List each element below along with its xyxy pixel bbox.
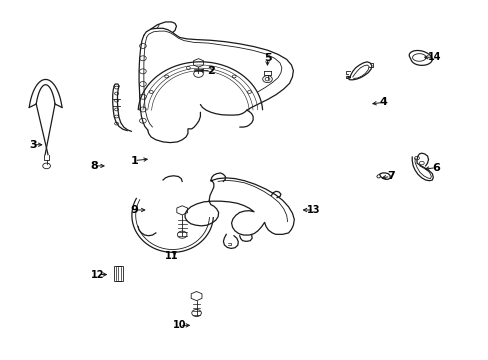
Text: 7: 7 xyxy=(386,171,394,181)
Text: 1: 1 xyxy=(130,156,138,166)
Text: 6: 6 xyxy=(431,163,439,173)
Text: 3: 3 xyxy=(29,140,37,150)
Text: 4: 4 xyxy=(379,98,386,107)
Text: 9: 9 xyxy=(130,205,138,215)
Text: 10: 10 xyxy=(173,320,186,330)
Text: 14: 14 xyxy=(427,52,440,62)
Text: 5: 5 xyxy=(263,53,271,63)
Text: 11: 11 xyxy=(164,251,178,261)
Text: 2: 2 xyxy=(206,66,214,76)
Text: 13: 13 xyxy=(306,205,320,215)
Text: 12: 12 xyxy=(90,270,104,280)
Text: 8: 8 xyxy=(90,161,98,171)
Bar xyxy=(114,266,122,281)
